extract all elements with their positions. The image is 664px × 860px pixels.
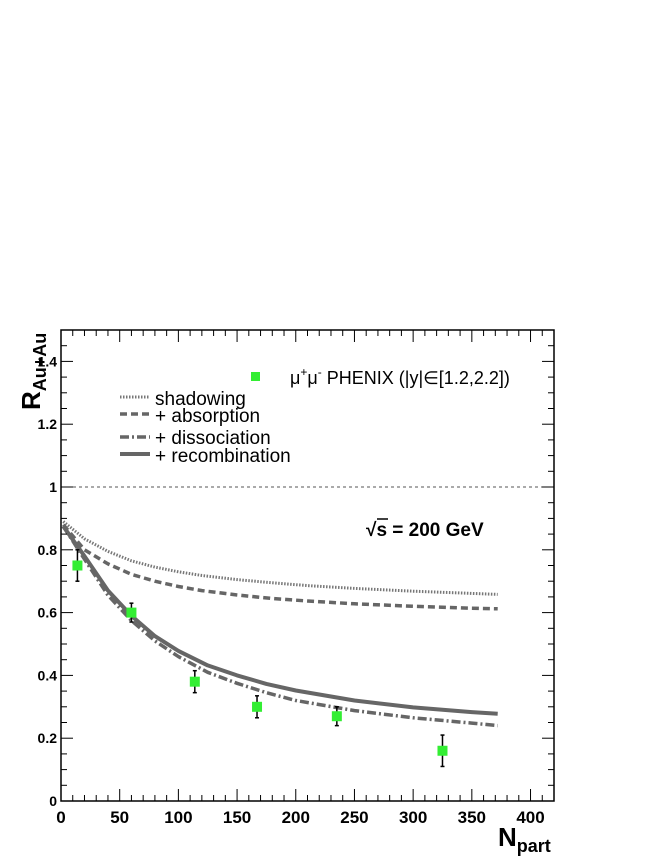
x-axis-title: Npart (498, 822, 551, 856)
legend-marker-phenix (251, 372, 260, 381)
series-layer (61, 520, 498, 728)
y-tick-label: 0.2 (38, 730, 58, 746)
series-line-3 (61, 525, 498, 716)
y-tick-label: 0.6 (38, 605, 58, 621)
y-tick-label: 0.4 (38, 667, 58, 683)
y-tick-label: 0.8 (38, 542, 58, 558)
x-tick-label: 300 (399, 808, 427, 827)
legend-label-shadowing: shadowing (155, 389, 246, 410)
plot-frame (60, 329, 555, 802)
legend-label-dissociation: + dissociation (155, 428, 271, 449)
series-line-2 (61, 525, 498, 728)
y-tick-label: 1.4 (38, 353, 58, 369)
y-tick-label: 0 (49, 793, 57, 809)
x-tick-label: 250 (340, 808, 368, 827)
data-point-5 (437, 745, 448, 756)
legend: μ+μ- PHENIX (|y|∈[1.2,2.2]) shadowing + … (120, 365, 510, 467)
sqrt-symbol: √ (366, 520, 377, 541)
y-axis-title: RAu+Au (16, 333, 50, 410)
energy-text: s = 200 GeV (376, 520, 484, 541)
data-point-0 (72, 560, 83, 571)
y-tick-label: 1.2 (38, 416, 58, 432)
x-tick-label: 150 (223, 808, 251, 827)
y-tick-label: 1 (49, 479, 57, 495)
series-line-0 (62, 520, 498, 596)
data-points-layer (72, 549, 448, 768)
x-tick-label: 100 (164, 808, 192, 827)
x-tick-label: 400 (516, 808, 544, 827)
legend-label-phenix: μ+μ- PHENIX (|y|∈[1.2,2.2]) (290, 365, 510, 388)
x-tick-label: 50 (110, 808, 129, 827)
x-tick-label: 350 (458, 808, 486, 827)
energy-annotation: √s = 200 GeV (366, 518, 484, 541)
ticks-layer: 0 50 100 150 200 250 300 350 400 0 0.2 0.4 0.6 0.8 1 1.… (38, 329, 555, 827)
legend-label-recombination: + recombination (155, 446, 291, 467)
data-point-1 (126, 607, 137, 618)
data-point-3 (252, 701, 263, 712)
data-point-4 (331, 711, 342, 722)
legend-label-absorption: + absorption (155, 406, 260, 427)
series-line-1 (61, 523, 498, 611)
x-tick-label: 0 (56, 808, 65, 827)
data-point-2 (189, 676, 200, 687)
svg-text:√s = 200 GeV: √s = 200 GeV (366, 520, 484, 541)
x-tick-label: 200 (282, 808, 310, 827)
